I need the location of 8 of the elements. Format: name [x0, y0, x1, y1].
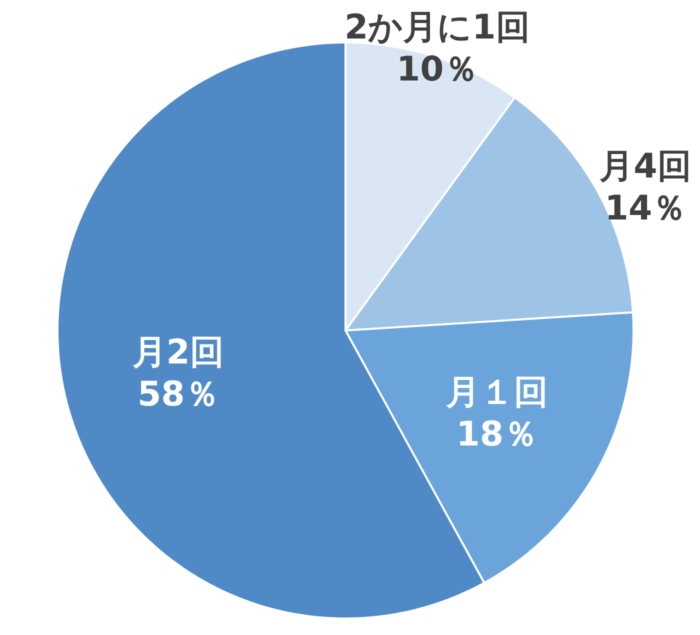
slice-label: 月１回: [444, 372, 548, 413]
slice-label: 月2回: [131, 332, 224, 372]
data-label: 18％: [456, 414, 538, 455]
data-label: 58％: [137, 374, 219, 414]
data-label: 10％: [396, 49, 478, 90]
slice-label: 月4回: [598, 146, 692, 187]
data-label: 14％: [604, 188, 686, 229]
slice-label: 2か月に1回: [344, 7, 530, 48]
